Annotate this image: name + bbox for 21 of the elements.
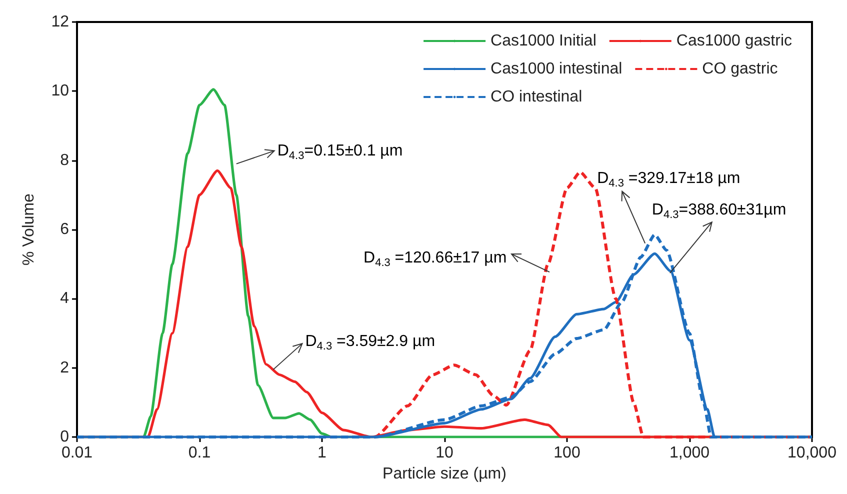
legend-label: Cas1000 Initial	[490, 32, 596, 50]
legend-label: CO gastric	[702, 60, 778, 78]
legend-label: Cas1000 intestinal	[490, 60, 622, 78]
y-axis-title: % Volume	[20, 193, 38, 266]
y-tick-label: 10	[51, 82, 70, 100]
x-tick-label: 0.1	[188, 444, 211, 462]
x-axis-title: Particle size (µm)	[382, 465, 506, 482]
legend-label: Cas1000 gastric	[676, 32, 792, 50]
y-tick-label: 6	[60, 221, 70, 238]
x-tick-label: 10	[436, 444, 454, 462]
y-tick-label: 4	[60, 290, 70, 308]
x-tick-label: 1	[318, 444, 327, 462]
x-tick-label: 0.01	[61, 444, 93, 462]
legend-label: CO intestinal	[490, 88, 582, 106]
x-tick-label: 10,000	[788, 444, 837, 462]
y-tick-label: 12	[51, 14, 70, 30]
x-tick-label: 100	[554, 444, 580, 462]
y-tick-label: 2	[60, 359, 70, 376]
y-tick-label: 8	[60, 152, 70, 169]
x-tick-label: 1,000	[669, 444, 710, 462]
y-tick-label: 0	[60, 428, 70, 446]
